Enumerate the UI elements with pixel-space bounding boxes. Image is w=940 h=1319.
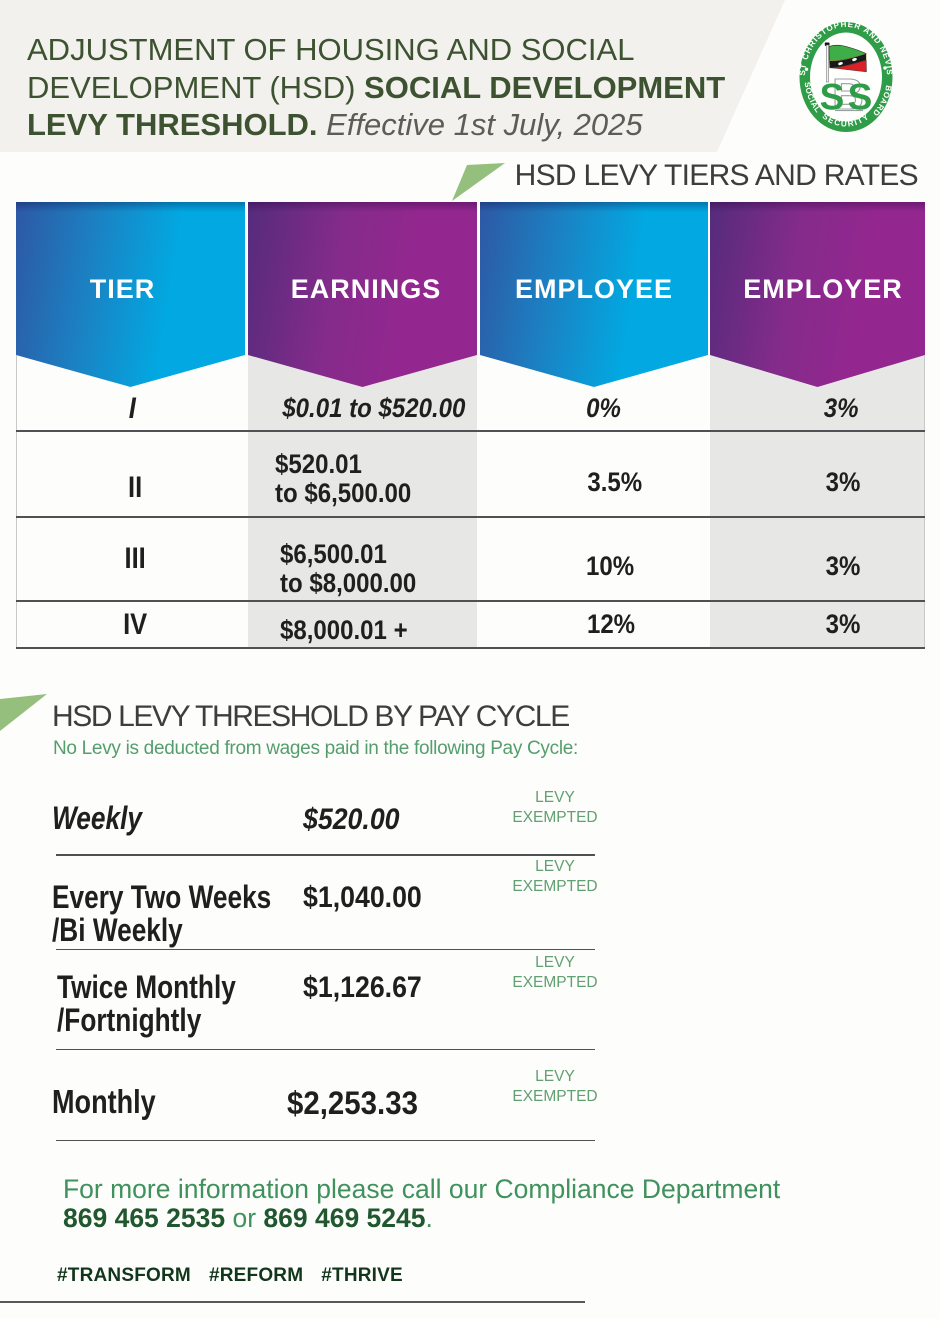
svg-text:S: S <box>820 77 845 118</box>
svg-text:B: B <box>832 70 864 119</box>
svg-text:S: S <box>848 77 873 118</box>
